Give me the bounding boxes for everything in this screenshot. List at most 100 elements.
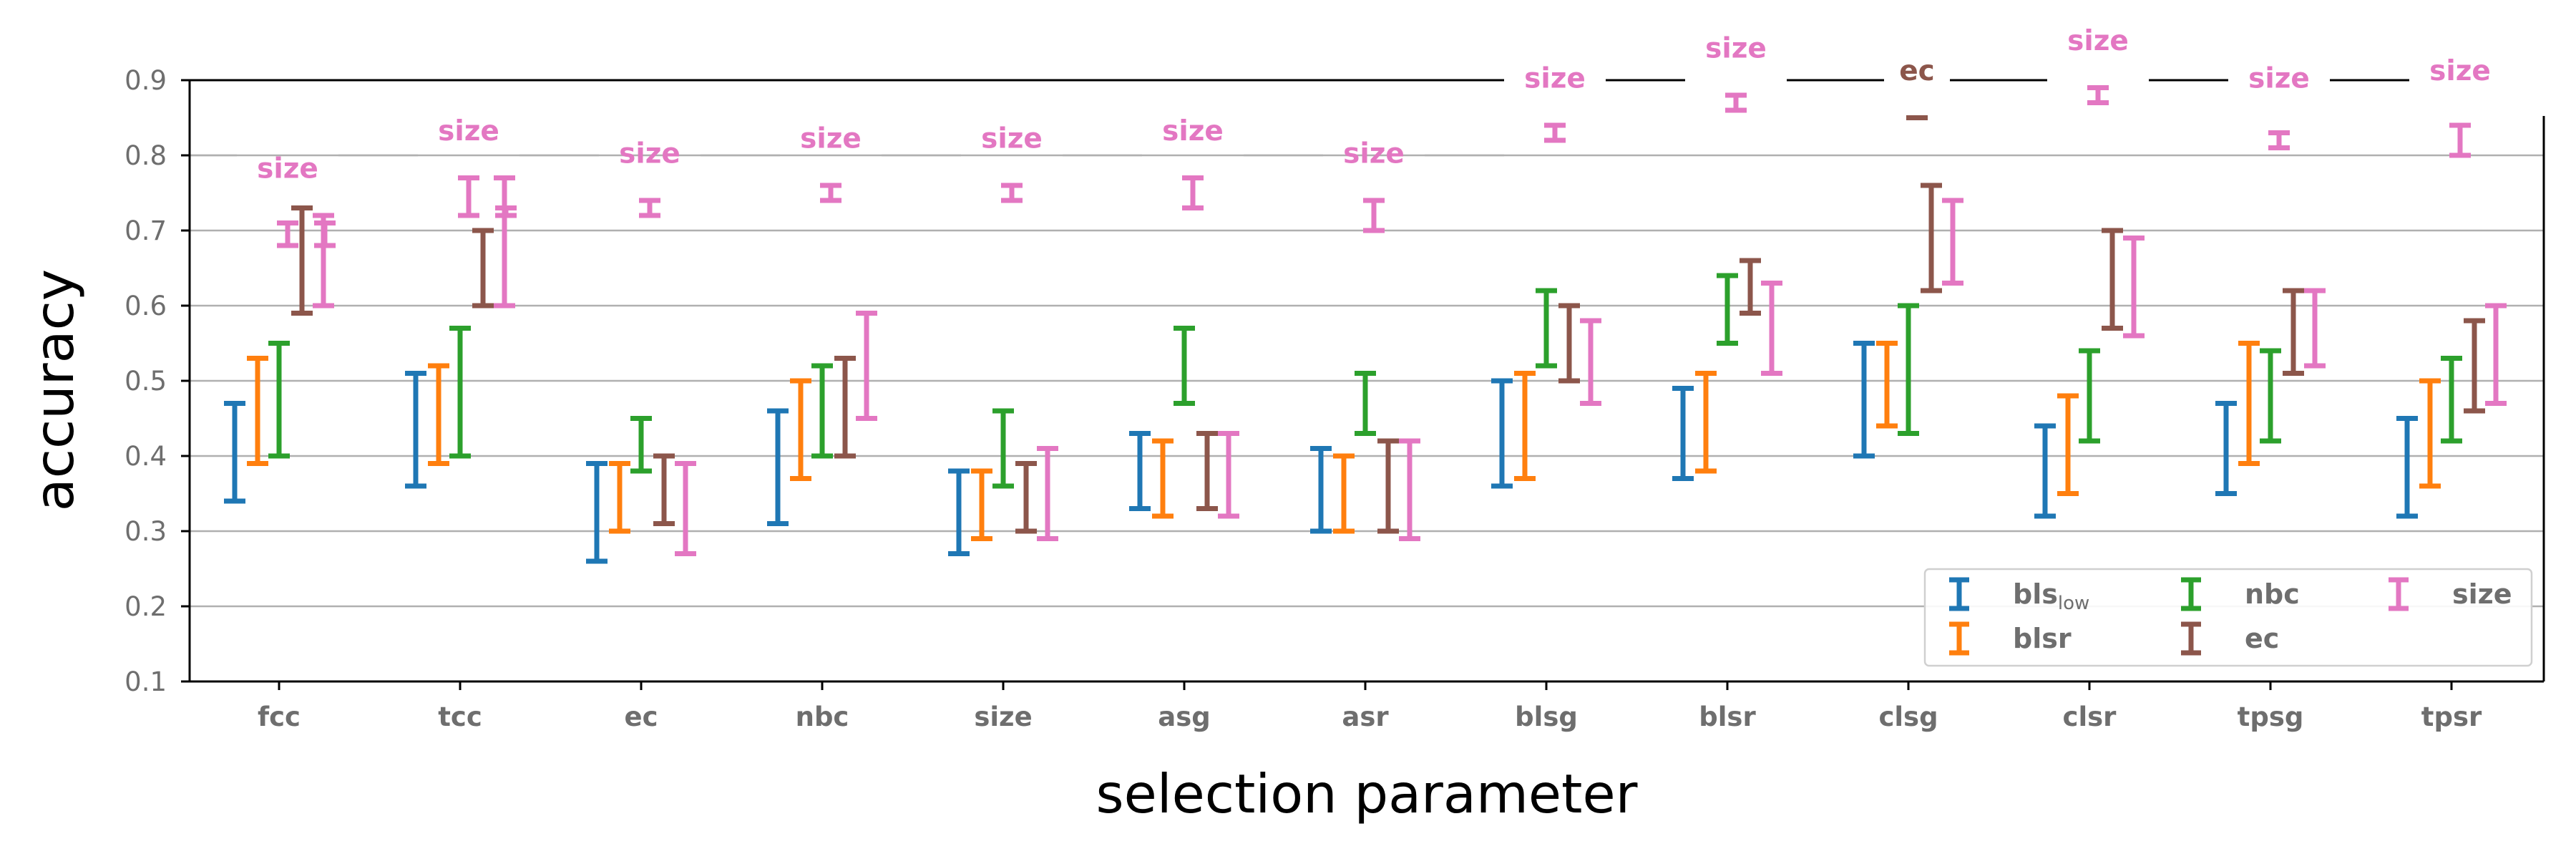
legend-label-size: size xyxy=(2452,578,2512,610)
errorbar-size-clsg xyxy=(1942,198,1963,286)
errorbar-blsr-clsg xyxy=(1876,341,1898,429)
top-bar-label-fcc: size xyxy=(257,153,318,185)
top-bars-layer: size size size size size size size size size ec si… xyxy=(257,25,2491,248)
top-bar-blsg xyxy=(1544,122,1566,143)
errorbar-bls-tpsr xyxy=(2396,416,2418,519)
legend-label-blsr: blsr xyxy=(2013,623,2072,654)
errorbar-nbc-clsg xyxy=(1898,303,1919,436)
errorbar-bls-clsr xyxy=(2034,423,2056,519)
errorbar-bls-blsr xyxy=(1672,386,1694,481)
legend-marker xyxy=(2389,577,2409,611)
x-tick-label-nbc: nbc xyxy=(796,702,849,732)
top-bar-label-asg: size xyxy=(1162,115,1224,147)
errorbar-ec-asg xyxy=(1196,431,1218,511)
errorbar-blsr-blsg xyxy=(1514,371,1536,481)
x-axis-label: selection parameter xyxy=(1096,762,1638,825)
errorbar-ec-ec xyxy=(653,453,675,526)
errorbar-bls-tpsg xyxy=(2215,401,2237,496)
errorbar-size-ec xyxy=(675,461,696,556)
errorbar-ec-asr xyxy=(1377,438,1399,534)
x-tick-label-clsg: clsg xyxy=(1878,702,1938,732)
legend-marker xyxy=(1949,621,1969,656)
y-tick-label: 0.1 xyxy=(125,666,167,697)
top-bar-asg xyxy=(1182,175,1204,210)
errorbar-extra-tcc xyxy=(495,205,517,218)
errorbar-nbc-tpsr xyxy=(2441,356,2462,444)
errorbar-bls-blsg xyxy=(1491,378,1513,489)
errorbar-blsr-tcc xyxy=(428,363,449,466)
errorbar-nbc-fcc xyxy=(268,341,290,459)
top-bar-fcc xyxy=(277,220,298,248)
x-tick-label-blsr: blsr xyxy=(1699,702,1756,732)
y-tick-label: 0.4 xyxy=(125,441,167,472)
errorbar-size-tpsg xyxy=(2304,288,2326,369)
errorbar-size-asr xyxy=(1399,438,1420,541)
errorbar-nbc-size xyxy=(992,408,1014,489)
errorbar-size-clsr xyxy=(2123,236,2145,339)
errorbar-size-size xyxy=(1037,446,1058,541)
errorbar-size-blsg xyxy=(1580,318,1601,406)
errorbar-nbc-ec xyxy=(630,416,652,474)
x-tick-label-tpsr: tpsr xyxy=(2421,702,2482,732)
x-tick-label-tpsg: tpsg xyxy=(2238,702,2304,732)
legend-marker xyxy=(2181,621,2201,656)
top-bar-label-clsg: ec xyxy=(1899,55,1935,87)
x-tick-label-size: size xyxy=(974,702,1032,732)
top-bar-label-size: size xyxy=(981,123,1043,155)
errorbar-blsr-ec xyxy=(609,461,630,534)
errorbar-blsr-tpsr xyxy=(2419,378,2441,489)
errorbar-ec-tpsg xyxy=(2283,288,2304,376)
x-tick-label-asg: asg xyxy=(1158,702,1210,732)
errorbar-blsr-size xyxy=(971,468,992,541)
errorbar-ec-tpsr xyxy=(2464,318,2485,414)
errorbar-ec-fcc xyxy=(291,205,313,316)
errorbar-nbc-tpsg xyxy=(2260,348,2281,444)
legend-entry-ec: ec xyxy=(2181,621,2279,656)
errorbar-blsr-blsr xyxy=(1695,371,1717,474)
legend-entry-size: size xyxy=(2389,577,2512,611)
errorbar-bls-asr xyxy=(1310,446,1332,534)
legend-label-ec: ec xyxy=(2245,623,2279,654)
errorbar-nbc-asg xyxy=(1174,326,1195,406)
errorbar-ec-blsg xyxy=(1558,303,1580,384)
y-axis-label: accuracy xyxy=(23,269,86,511)
y-tick-label: 0.3 xyxy=(125,516,167,547)
legend-entry-blsr: blsr xyxy=(1949,621,2072,656)
top-bar-label-tpsg: size xyxy=(2248,63,2310,95)
errorbar-bls-nbc xyxy=(767,408,789,526)
errorbar-ec-blsr xyxy=(1740,258,1761,316)
legend-box xyxy=(1923,568,2533,667)
errorbar-nbc-blsr xyxy=(1717,273,1738,346)
top-bar-size xyxy=(1001,183,1023,203)
errorbar-ec-tcc xyxy=(472,228,494,309)
x-tick-label-clsr: clsr xyxy=(2063,702,2117,732)
y-tick-label: 0.9 xyxy=(125,65,167,96)
x-tick-label-fcc: fcc xyxy=(258,702,301,732)
errorbar-blsr-fcc xyxy=(247,356,268,466)
errorbar-blsr-clsr xyxy=(2057,393,2079,496)
y-tick-label: 0.5 xyxy=(125,366,167,397)
errorbar-nbc-asr xyxy=(1355,371,1376,436)
errorbar-size-tpsr xyxy=(2485,303,2507,406)
x-tick-label-tcc: tcc xyxy=(438,702,482,732)
top-bar-label-asr: size xyxy=(1343,138,1405,170)
legend-marker xyxy=(1949,577,1969,611)
top-bar-label-nbc: size xyxy=(800,123,862,155)
top-bar-label-blsr: size xyxy=(1705,33,1767,65)
top-bar-label-tcc: size xyxy=(438,115,499,147)
top-bar-blsr xyxy=(1725,92,1747,113)
y-tick-label: 0.6 xyxy=(125,291,167,321)
error-bars-layer xyxy=(224,175,2507,564)
errorbar-size-blsr xyxy=(1761,281,1782,376)
errorbar-blsr-nbc xyxy=(790,378,811,481)
reference-line-layer xyxy=(190,79,2409,157)
top-bar-nbc xyxy=(820,183,841,203)
top-bar-label-clsr: size xyxy=(2067,25,2129,57)
top-bar-ec xyxy=(639,198,660,218)
errorbar-ec-clsg xyxy=(1921,183,1942,293)
errorbar-ec-size xyxy=(1015,461,1037,534)
errorbar-size-asg xyxy=(1218,431,1239,519)
top-bar-label-tpsr: size xyxy=(2429,55,2491,87)
